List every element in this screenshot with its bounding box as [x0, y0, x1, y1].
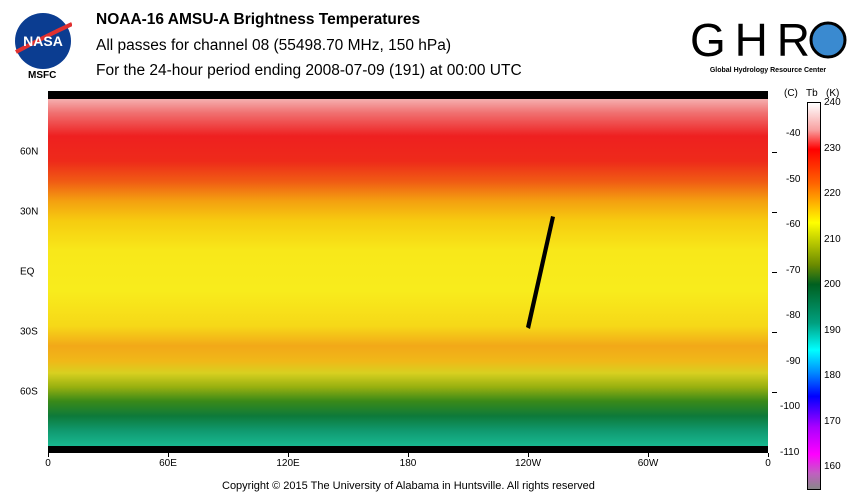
copyright: Copyright © 2015 The University of Alaba… [222, 480, 595, 492]
y-tick-label: 60N [20, 146, 39, 158]
x-tick-label: 120E [276, 458, 300, 469]
y-tick-mark [772, 212, 777, 213]
colorbar-label-c: (C) [784, 88, 798, 99]
colorbar-kelvin-label: 190 [824, 324, 841, 336]
y-tick-mark [772, 392, 777, 393]
colorbar-kelvin-label: 240 [824, 97, 841, 108]
x-tick-mark [408, 453, 409, 457]
colorbar-celsius-label: -60 [786, 219, 801, 231]
x-tick-mark [48, 453, 49, 457]
colorbar-celsius-label: -90 [786, 355, 801, 367]
svg-text:NASA: NASA [23, 33, 63, 49]
x-tick-mark [168, 453, 169, 457]
chart-title: NOAA-16 AMSU-A Brightness Temperatures [96, 11, 421, 28]
x-tick-label: 0 [45, 458, 51, 469]
colorbar-kelvin-label: 210 [824, 233, 841, 245]
y-tick-label: 30S [20, 326, 38, 338]
colorbar-celsius-label: -80 [786, 310, 801, 322]
svg-text:GHR: GHR [690, 14, 810, 66]
colorbar-kelvin-label: 220 [824, 188, 841, 199]
x-tick-mark [528, 453, 529, 457]
chart-period: For the 24-hour period ending 2008-07-09… [96, 62, 522, 79]
x-tick-label: 0 [765, 458, 771, 469]
y-tick-mark [772, 332, 777, 333]
x-tick-label: 60W [637, 458, 659, 469]
y-tick-label: 30N [20, 206, 39, 218]
colorbar-kelvin-label: 230 [824, 142, 841, 154]
colorbar-label-tb: Tb [806, 88, 818, 99]
colorbar-celsius-label: -50 [786, 173, 801, 185]
nasa-logo: NASA [15, 13, 72, 69]
y-tick-mark [772, 272, 777, 273]
svg-text:Global Hydrology Resource Cent: Global Hydrology Resource Center [710, 67, 827, 74]
colorbar-celsius-label: -100 [780, 401, 801, 413]
colorbar-kelvin-label: 160 [824, 461, 841, 472]
x-tick-label: 180 [399, 458, 417, 469]
msfc-label: MSFC [28, 70, 57, 81]
colorbar-label-k: (K) [826, 88, 840, 99]
colorbar-celsius-label: -70 [786, 264, 801, 276]
x-tick-label: 60E [159, 458, 177, 469]
colorbar-celsius-label: -110 [780, 446, 800, 458]
x-tick-mark [288, 453, 289, 457]
colorbar [807, 102, 821, 490]
y-tick-mark [772, 152, 777, 153]
chart-subtitle: All passes for channel 08 (55498.70 MHz,… [96, 37, 451, 54]
brightness-temperature-map [48, 91, 768, 453]
colorbar-kelvin-label: 180 [824, 370, 841, 381]
x-tick-mark [648, 453, 649, 457]
x-tick-mark [768, 453, 769, 457]
y-tick-label: EQ [20, 266, 35, 278]
data-gap [526, 216, 555, 329]
y-tick-label: 60S [20, 386, 38, 398]
colorbar-kelvin-label: 200 [824, 279, 841, 290]
colorbar-kelvin-label: 170 [824, 415, 841, 427]
swath-gaps [526, 216, 555, 329]
colorbar-celsius-label: -40 [786, 128, 801, 140]
x-tick-label: 120W [514, 458, 542, 469]
